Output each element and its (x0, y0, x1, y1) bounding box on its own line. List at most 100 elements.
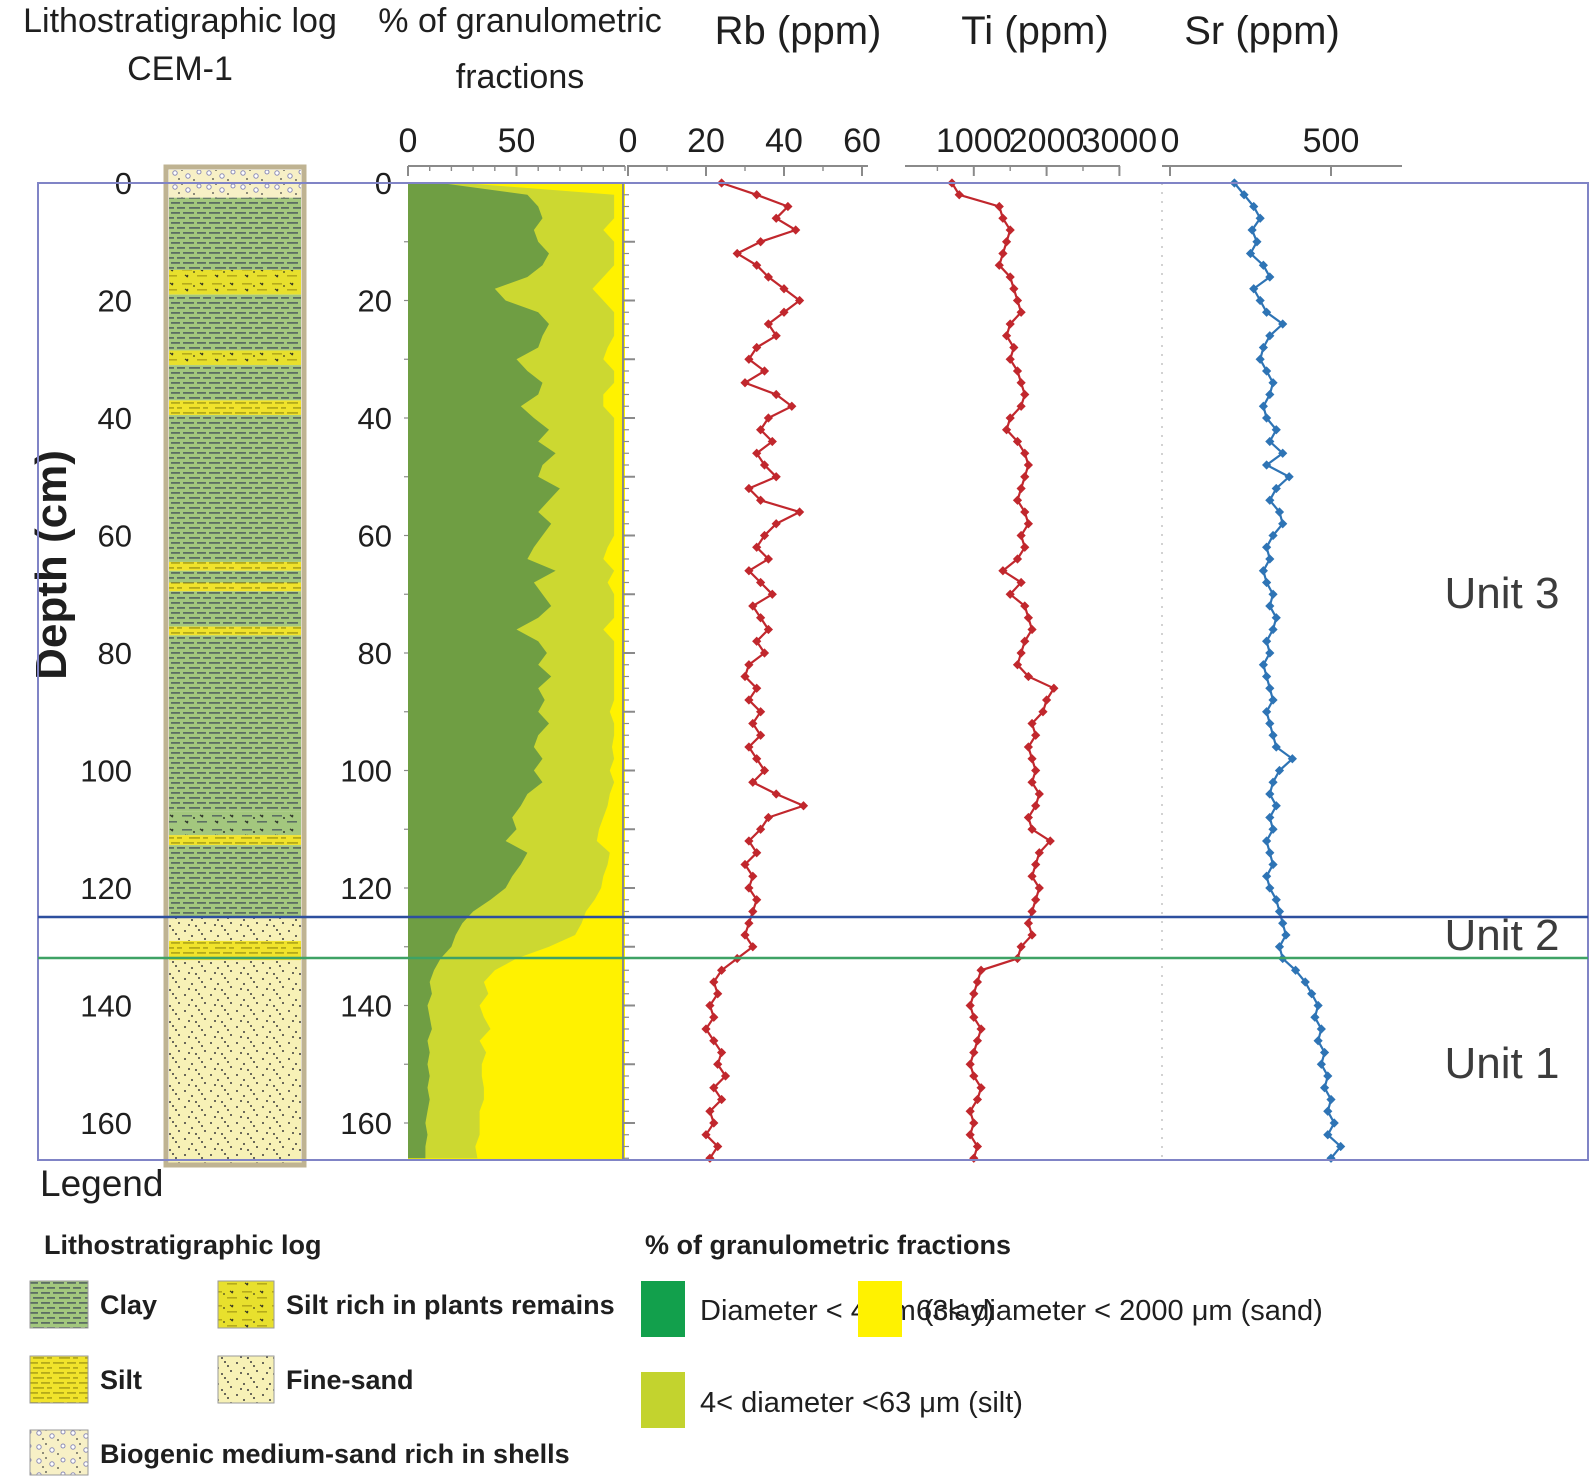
sr-marker (1274, 942, 1285, 952)
ti-marker (969, 1071, 979, 1081)
granulometric-area-chart (404, 182, 635, 1160)
ti-marker (1005, 319, 1015, 329)
sr-marker (1265, 436, 1275, 447)
rb-marker (713, 1141, 723, 1152)
rb-marker (709, 977, 719, 987)
rb-marker (787, 401, 797, 411)
depth-label-outer: 120 (80, 871, 132, 906)
ti-marker (1012, 495, 1023, 505)
ti-marker (965, 1000, 975, 1011)
rb-marker (759, 460, 770, 470)
sr-marker (1278, 918, 1288, 928)
depth-label-inner: 140 (340, 989, 392, 1024)
sr-marker (1313, 1036, 1323, 1046)
sr-marker (1262, 307, 1272, 317)
rb-marker (744, 883, 754, 893)
sr-marker (1268, 730, 1278, 740)
sr-marker (1316, 1059, 1326, 1069)
rb-marker (740, 671, 750, 682)
sr-marker (1319, 1047, 1330, 1058)
ti-marker (1038, 707, 1048, 717)
sr-marker (1271, 742, 1281, 752)
ti-marker (1027, 624, 1037, 635)
ti-marker (969, 1118, 979, 1128)
litho-layer-clay (169, 197, 301, 270)
rb-marker (740, 378, 750, 388)
sr-marker (1262, 460, 1272, 470)
rb-tick-label: 40 (765, 122, 803, 160)
legend-label-silt-plants: Silt rich in plants remains (286, 1290, 615, 1320)
ti-marker (1042, 695, 1052, 705)
sr-marker (1252, 237, 1262, 247)
sr-marker (1278, 519, 1288, 529)
rb-marker (709, 1118, 719, 1128)
sr-marker (1271, 613, 1281, 623)
depth-label-outer: 60 (98, 519, 132, 554)
sr-marker (1265, 389, 1275, 400)
sr-marker (1265, 683, 1275, 693)
litho-layer-silt (169, 626, 301, 636)
rb-marker (783, 201, 793, 212)
ti-marker (969, 1153, 979, 1163)
ti-marker (1023, 460, 1033, 470)
sr-marker (1265, 648, 1275, 658)
sr-marker (1239, 190, 1249, 200)
ti-marker (1034, 848, 1044, 858)
ti-marker (1031, 765, 1041, 776)
ti-marker (1012, 554, 1023, 564)
ti-marker (1005, 413, 1015, 423)
ti-marker (954, 190, 964, 200)
ti-marker (1012, 660, 1023, 670)
sr-marker (1271, 425, 1281, 435)
unit-3-label: Unit 3 (1445, 569, 1560, 618)
sr-marker (1271, 895, 1281, 905)
ti-marker (1005, 589, 1015, 599)
rb-marker (752, 342, 762, 353)
ti-marker (1023, 519, 1033, 529)
rb-marker (756, 577, 766, 588)
rb-marker (709, 1012, 719, 1022)
rb-marker (771, 389, 781, 400)
rb-marker (779, 307, 789, 317)
rb-marker (717, 965, 727, 975)
sr-marker (1290, 965, 1301, 975)
ti-marker (1023, 671, 1033, 682)
sr-marker (1262, 871, 1272, 881)
ti-marker (1027, 754, 1037, 764)
ti-marker (1023, 812, 1033, 823)
sr-marker (1281, 930, 1291, 940)
litho-layer-clay_plants (169, 811, 301, 836)
sr-marker (1249, 201, 1259, 212)
sr-marker (1262, 542, 1272, 552)
sr-marker (1258, 660, 1268, 670)
rb-marker (748, 942, 758, 952)
depth-label-outer: 140 (80, 989, 132, 1024)
gran-tick-label: 50 (498, 122, 536, 160)
legend-label-silt-fraction: 4< diameter <63 μm (silt) (700, 1387, 1023, 1419)
rb-marker (744, 695, 754, 705)
rb-marker (752, 260, 762, 270)
unit-1-label: Unit 1 (1445, 1039, 1560, 1088)
ti-marker (1027, 871, 1037, 881)
sr-marker (1316, 1024, 1326, 1034)
ti-marker (1005, 354, 1015, 364)
rb-marker (779, 284, 789, 294)
sr-marker (1284, 472, 1294, 482)
gran-clay-area (408, 183, 560, 1159)
sr-marker (1268, 589, 1278, 599)
rb-marker (748, 777, 758, 787)
ti-marker (1027, 824, 1037, 834)
gran-title-line1: % of granulometric (378, 2, 661, 40)
legend-swatch-silt (29, 1355, 89, 1404)
rb-marker (744, 836, 754, 846)
sr-marker (1265, 272, 1275, 282)
sr-marker (1245, 248, 1256, 259)
ti-marker (1020, 542, 1030, 552)
ti-marker (1034, 883, 1044, 893)
ti-marker (994, 201, 1004, 212)
ti-marker (1001, 425, 1012, 435)
legend-swatch-clay-fraction (641, 1281, 685, 1337)
litho-layer-silt (169, 400, 301, 416)
rb-title: Rb (ppm) (715, 9, 882, 53)
